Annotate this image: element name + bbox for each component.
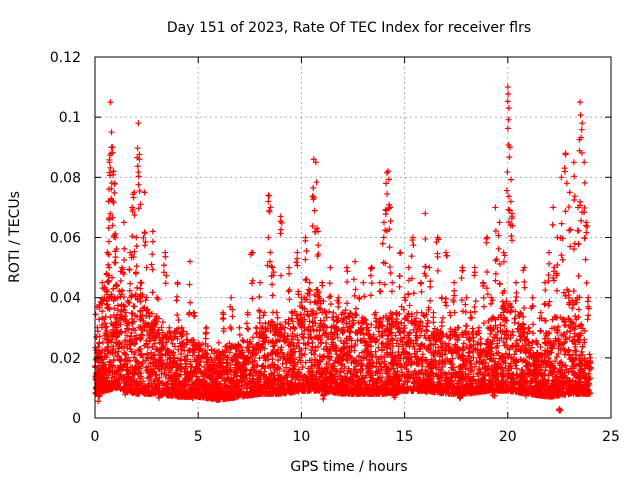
data-point [575,306,582,313]
data-point [135,359,142,366]
data-point [504,375,511,382]
chart-title: Day 151 of 2023, Rate Of TEC Index for r… [167,20,531,36]
data-point [304,308,311,315]
y-axis-label: ROTI / TECUs [7,191,23,283]
data-point [288,315,295,322]
data-point [144,350,151,357]
data-point [121,350,128,357]
data-point [569,305,576,312]
data-point [400,345,407,352]
data-point [419,322,426,329]
data-point [92,311,99,318]
data-point [423,328,430,335]
data-point [249,334,256,341]
data-point [323,340,330,347]
data-point [586,351,593,358]
data-point [497,321,504,328]
data-point [438,331,445,338]
data-point [330,309,337,316]
data-point [289,318,296,325]
data-point [308,335,315,342]
data-point [379,340,386,347]
data-point [423,326,430,333]
data-point [485,318,492,325]
data-point [142,297,149,304]
data-points [92,84,595,414]
data-point [555,323,562,330]
data-point [375,344,382,351]
data-point [284,377,291,384]
data-point [240,338,247,345]
data-point [93,334,100,341]
data-point [572,351,579,358]
data-point [572,313,579,320]
data-point [537,344,544,351]
data-point [469,325,476,332]
data-point [311,291,318,298]
data-point [329,314,336,321]
data-point [160,319,167,326]
data-point [400,329,407,336]
data-point [111,305,118,312]
data-point [128,330,135,337]
x-axis-label: GPS time / hours [290,459,407,475]
data-point [131,303,138,310]
data-point [184,336,191,343]
data-point [555,336,562,343]
data-point [290,324,297,331]
data-point [334,334,341,341]
